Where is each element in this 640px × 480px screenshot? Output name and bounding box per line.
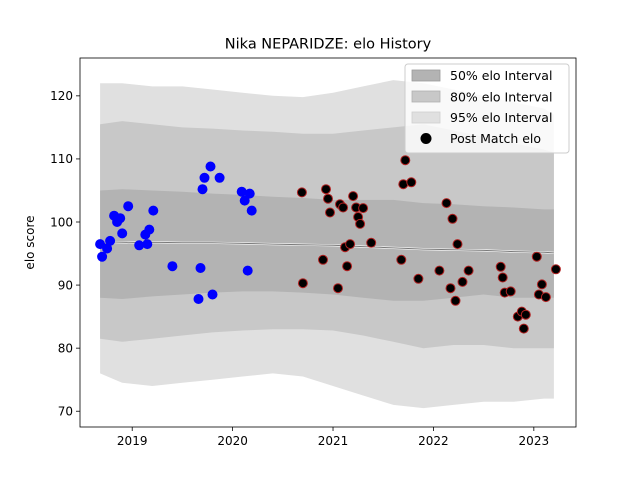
data-point (457, 276, 468, 287)
data-point (520, 309, 531, 320)
data-point (205, 161, 216, 172)
data-point (242, 265, 253, 276)
y-axis: 70 80 90 100 110 120 (50, 89, 80, 419)
y-tick-label: 110 (50, 152, 73, 166)
data-point (246, 205, 257, 216)
data-point (199, 172, 210, 183)
data-point (318, 254, 328, 265)
legend-label-50: 50% elo Interval (450, 68, 552, 83)
legend-marker-post-match (420, 133, 432, 144)
data-point (398, 179, 409, 190)
data-point (348, 191, 359, 202)
x-tick-label: 2020 (217, 434, 248, 448)
data-point (193, 294, 204, 304)
data-point (214, 172, 225, 183)
data-point (406, 177, 417, 188)
data-point (400, 155, 411, 166)
data-point (197, 184, 208, 195)
data-point (207, 289, 218, 300)
plot-frame (79, 57, 577, 428)
y-axis-label: elo score (23, 215, 37, 269)
x-tick-label: 2019 (117, 434, 148, 448)
legend-swatch-95 (411, 111, 441, 124)
legend-label-post-match: Post Match elo (450, 131, 541, 146)
y-tick-label: 90 (58, 278, 73, 292)
data-point (244, 188, 255, 199)
data-point (115, 213, 126, 224)
data-point (148, 205, 159, 216)
data-point (366, 237, 377, 248)
data-point (105, 235, 116, 246)
data-point (518, 323, 529, 334)
legend-swatch-50 (411, 69, 441, 82)
data-point (505, 286, 516, 297)
data-point (447, 213, 458, 224)
y-tick-label: 80 (58, 341, 73, 355)
data-points (95, 155, 561, 334)
data-point (95, 239, 106, 250)
data-point (239, 195, 250, 206)
y-tick-label: 100 (50, 215, 73, 229)
data-point (495, 261, 506, 272)
x-axis: 2019 2020 2021 2022 2023 (117, 427, 549, 448)
data-point (195, 263, 206, 273)
data-point (441, 198, 452, 209)
data-point (450, 295, 461, 306)
data-point (445, 283, 456, 294)
data-point (531, 251, 542, 262)
data-point (325, 207, 335, 218)
data-point (463, 265, 474, 276)
data-point (413, 273, 424, 284)
data-point (355, 218, 366, 229)
mean-line (100, 241, 554, 254)
data-point (434, 265, 445, 276)
data-point (97, 251, 108, 262)
data-point (297, 278, 308, 289)
data-point (358, 203, 369, 214)
data-point (342, 261, 353, 272)
plot-area (95, 80, 561, 409)
legend-label-95: 95% elo Interval (450, 110, 552, 125)
data-point (123, 201, 134, 212)
data-point (497, 272, 508, 283)
data-point (536, 279, 547, 290)
data-point (540, 292, 551, 303)
data-point (236, 186, 247, 197)
data-point (323, 193, 333, 204)
x-tick-label: 2023 (519, 434, 550, 448)
data-point (550, 264, 561, 275)
x-tick-label: 2021 (318, 434, 349, 448)
data-point (333, 283, 343, 294)
legend-box (404, 63, 570, 154)
data-point (144, 224, 155, 235)
y-tick-label: 120 (50, 89, 73, 103)
data-point (321, 184, 331, 195)
data-point (452, 239, 463, 250)
data-point (338, 202, 349, 213)
y-tick-label: 70 (58, 405, 73, 419)
data-point (142, 239, 153, 250)
data-point (134, 240, 145, 251)
chart-title: Nika NEPARIDZE: elo History (225, 37, 432, 53)
data-point (167, 261, 178, 272)
legend-label-80: 80% elo Interval (450, 90, 552, 105)
x-tick-label: 2022 (418, 434, 449, 448)
data-point (396, 254, 407, 265)
data-point (345, 239, 356, 250)
data-point (117, 228, 128, 239)
data-point (296, 187, 307, 198)
legend: 50% elo Interval 80% elo Interval 95% el… (404, 63, 570, 154)
legend-swatch-80 (411, 90, 441, 103)
